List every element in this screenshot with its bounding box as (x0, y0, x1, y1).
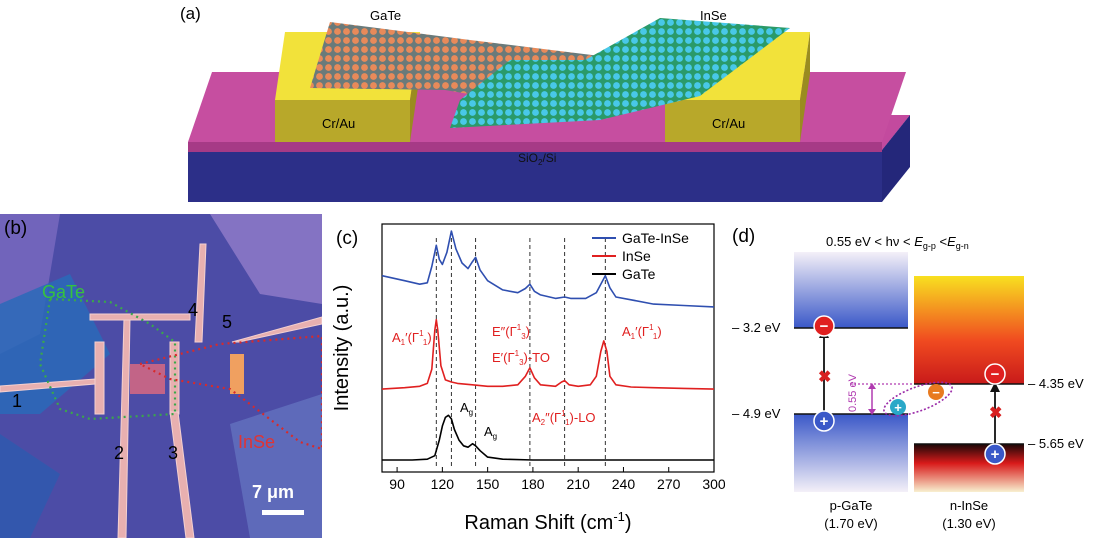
electrode-label-1: 1 (12, 391, 22, 411)
series-line-gate (382, 414, 714, 461)
raman-chart: 90 120 150 180 210 240 270 300 GaTe-InSeInSeGaT… (331, 223, 726, 534)
series-line-gate-inse (381, 230, 715, 308)
photon-condition: 0.55 eV < hν < Eg-p <Eg-n (826, 234, 969, 251)
x-tick-label-270: 270 (657, 476, 681, 492)
gate-label: GaTe (370, 8, 401, 23)
x-tick-label-180: 180 (521, 476, 545, 492)
device-schematic: GaTe InSe Cr/Au Cr/Au SiO2/Si (188, 8, 910, 202)
x-tick-label-210: 210 (567, 476, 591, 492)
substrate-label: SiO2/Si (518, 151, 556, 167)
annot-e1: E′(Γ13)-TO (492, 349, 550, 367)
electron-inse (984, 363, 1006, 385)
electron-gate (813, 315, 835, 337)
gate-gap: (1.70 eV) (824, 516, 877, 531)
electrode-label-2: 2 (114, 443, 124, 463)
legend-label-inse: InSe (622, 248, 651, 264)
inse-region-label: InSe (238, 432, 275, 452)
electrode-label-5: 5 (222, 312, 232, 332)
annot-e2: E″(Γ13) (492, 323, 530, 341)
y-axis-label: Intensity (a.u.) (331, 285, 353, 412)
series-line-inse (381, 318, 715, 390)
interlayer-exciton (883, 381, 953, 417)
legend-label-gate: GaTe (622, 266, 656, 282)
electron-gate-sign: − (820, 318, 829, 335)
panel-b: GaTe InSe 1 2 3 4 5 7 μm (b) (0, 214, 322, 538)
annot-a1-left: A1′(Γ11) (392, 329, 432, 347)
level-inse-vb: – 5.65 eV (1028, 436, 1084, 451)
level-inse-cb: – 4.35 eV (1028, 376, 1084, 391)
gate-name: p-GaTe (830, 498, 873, 513)
annot-ag1: Ag (460, 400, 473, 417)
electrode-2-pad (94, 341, 105, 415)
panel-d-label: (d) (732, 226, 756, 247)
panel-a-label: (a) (180, 4, 201, 23)
electron-inse-sign: − (991, 366, 1000, 383)
substrate-side (882, 115, 910, 202)
oxide-slab-front (188, 142, 882, 152)
hole-inse (984, 443, 1006, 465)
gate-region-label: GaTe (42, 282, 85, 302)
x-tick-label-90: 90 (389, 476, 405, 492)
contact-left-label: Cr/Au (322, 116, 355, 131)
annot-a1-right: A1′(Γ11) (622, 323, 662, 341)
level-gate-cb: – 3.2 eV (732, 320, 781, 335)
electrode-label-3: 3 (168, 443, 178, 463)
blocked-mark-gate: ✖ (818, 369, 831, 386)
legend-label-gate-inse: GaTe-InSe (622, 230, 689, 246)
panel-c: 90 120 150 180 210 240 270 300 GaTe-InSe InSe GaT… (330, 214, 726, 538)
panel-c-label: (c) (336, 228, 359, 249)
band-diagram: 0.55 eV < hν < Eg-p <Eg-n – 3.2 eV – 4.9… (732, 234, 1084, 531)
inse-flake (450, 18, 790, 128)
panel-b-label: (b) (4, 218, 28, 239)
gate-valence-band (794, 414, 908, 492)
hole-interface-sign: + (894, 400, 902, 415)
gate-conduction-band (794, 252, 908, 328)
inse-name: n-InSe (950, 498, 988, 513)
inse-gap: (1.30 eV) (942, 516, 995, 531)
electron-interface-sign: − (932, 385, 940, 400)
x-tick-label-120: 120 (431, 476, 455, 492)
x-tick-label-150: 150 (476, 476, 500, 492)
hole-interface (890, 399, 906, 415)
electrode-3-pad (169, 341, 180, 415)
panel-a: GaTe InSe Cr/Au Cr/Au SiO2/Si (a) (180, 0, 920, 205)
substrate-front (188, 150, 882, 202)
x-tick-label-240: 240 (612, 476, 636, 492)
blocked-mark-inse: ✖ (989, 405, 1002, 422)
optical-micrograph: GaTe InSe 1 2 3 4 5 7 μm (0, 214, 322, 538)
scale-bar (262, 510, 304, 515)
contact-right-label: Cr/Au (712, 116, 745, 131)
scale-bar-label: 7 μm (252, 482, 294, 502)
x-axis-label: Raman Shift (cm-1) (464, 509, 631, 534)
inse-valence-band (914, 444, 1024, 492)
panel-d: 0.55 eV < hν < Eg-p <Eg-n – 3.2 eV – 4.9… (730, 214, 1103, 538)
inse-label: InSe (700, 8, 727, 23)
contact-left-front (275, 100, 410, 142)
level-gate-vb: – 4.9 eV (732, 406, 781, 421)
annot-a2: A2″(Γ11)-LO (532, 409, 596, 427)
contact-right-side (800, 32, 810, 142)
hole-gate (813, 410, 835, 432)
legend: GaTe-InSe InSe GaTe (592, 230, 689, 282)
electron-interface (928, 384, 944, 400)
hole-inse-sign: + (991, 446, 1000, 463)
inse-conduction-band (914, 276, 1024, 384)
hole-gate-sign: + (820, 413, 829, 430)
electrode-5 (231, 316, 322, 343)
x-tick-label-300: 300 (702, 476, 725, 492)
plot-frame (381, 223, 715, 473)
contact-right-front (665, 100, 800, 142)
offset-label: 0.55 eV (847, 373, 859, 412)
annot-ag2: Ag (484, 424, 497, 441)
electrode-label-4: 4 (188, 300, 198, 320)
electrode-3 (169, 411, 195, 538)
electrode-4 (194, 243, 207, 343)
